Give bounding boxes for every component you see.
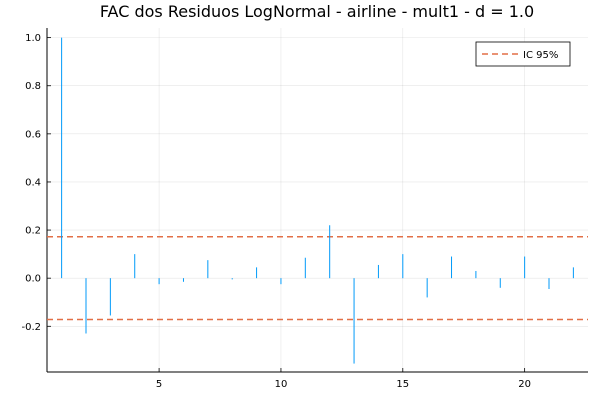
legend-ci-label: IC 95% bbox=[523, 50, 558, 61]
y-tick-label: 0.2 bbox=[25, 226, 41, 237]
x-tick-label: 5 bbox=[156, 379, 162, 390]
legend: IC 95% bbox=[475, 41, 571, 67]
x-tick-label: 20 bbox=[518, 379, 531, 390]
tick-labels: 5 10 15 20 -0.2 0.0 0.2 0.4 0.6 0.8 1.0 bbox=[21, 33, 531, 390]
axes bbox=[46, 28, 588, 373]
stems bbox=[61, 37, 574, 364]
y-tick-label: 0.0 bbox=[25, 274, 41, 285]
legend-box bbox=[475, 41, 571, 67]
y-tick-label: 1.0 bbox=[25, 33, 41, 44]
y-tick-label: -0.2 bbox=[21, 322, 41, 333]
x-tick-label: 15 bbox=[396, 379, 409, 390]
confidence-lines bbox=[47, 236, 588, 321]
y-tick-label: 0.6 bbox=[25, 129, 41, 140]
chart-title: FAC dos Residuos LogNormal - airline - m… bbox=[100, 2, 534, 21]
x-tick-label: 10 bbox=[275, 379, 288, 390]
grid-layer bbox=[47, 28, 588, 372]
y-tick-label: 0.4 bbox=[25, 177, 41, 188]
y-tick-label: 0.8 bbox=[25, 81, 41, 92]
